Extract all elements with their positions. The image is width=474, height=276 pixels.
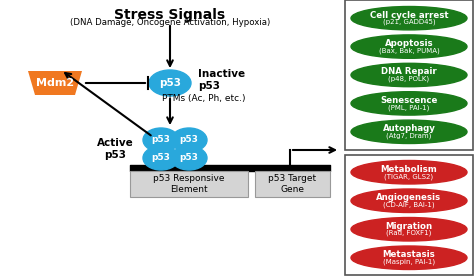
Ellipse shape — [171, 146, 207, 170]
Text: Metabolism: Metabolism — [381, 165, 438, 174]
Text: Stress Signals: Stress Signals — [114, 8, 226, 22]
Ellipse shape — [351, 7, 467, 30]
FancyBboxPatch shape — [345, 155, 473, 275]
FancyBboxPatch shape — [255, 171, 330, 197]
Text: p53: p53 — [180, 153, 199, 163]
Ellipse shape — [351, 217, 467, 241]
Ellipse shape — [351, 63, 467, 87]
Text: p53: p53 — [152, 136, 171, 145]
Text: Autophagy: Autophagy — [383, 124, 436, 133]
Ellipse shape — [351, 161, 467, 184]
Ellipse shape — [351, 35, 467, 58]
Text: Mdm2: Mdm2 — [36, 78, 74, 88]
Text: PTMs (Ac, Ph, etc.): PTMs (Ac, Ph, etc.) — [162, 94, 246, 103]
Text: p53: p53 — [152, 153, 171, 163]
Ellipse shape — [351, 189, 467, 213]
Ellipse shape — [171, 128, 207, 152]
Text: DNA Repair: DNA Repair — [381, 68, 437, 76]
Ellipse shape — [143, 128, 179, 152]
Ellipse shape — [143, 146, 179, 170]
Text: p53: p53 — [159, 78, 181, 88]
Text: Inactive
p53: Inactive p53 — [198, 69, 245, 91]
Text: (TIGAR, GLS2): (TIGAR, GLS2) — [384, 173, 434, 179]
Ellipse shape — [351, 246, 467, 269]
Text: Metastasis: Metastasis — [383, 250, 436, 259]
Text: (Bax, Bak, PUMA): (Bax, Bak, PUMA) — [379, 47, 439, 54]
Text: (CD-AIF, BAI-1): (CD-AIF, BAI-1) — [383, 201, 435, 208]
Text: (p21, GADD45): (p21, GADD45) — [383, 19, 435, 25]
Text: Angiogenesis: Angiogenesis — [376, 193, 442, 202]
Text: (Rad, FOXF1): (Rad, FOXF1) — [386, 230, 432, 237]
Text: p53 Target
Gene: p53 Target Gene — [268, 174, 317, 194]
Ellipse shape — [351, 120, 467, 144]
Ellipse shape — [149, 70, 191, 96]
Text: (p48, POLK): (p48, POLK) — [388, 76, 429, 82]
Text: Cell cycle arrest: Cell cycle arrest — [370, 11, 448, 20]
Text: p53 Responsive
Element: p53 Responsive Element — [153, 174, 225, 194]
Polygon shape — [28, 71, 82, 95]
Text: Migration: Migration — [385, 222, 433, 231]
Text: p53: p53 — [180, 136, 199, 145]
Text: (DNA Damage, Oncogene Activation, Hypoxia): (DNA Damage, Oncogene Activation, Hypoxi… — [70, 18, 270, 27]
Ellipse shape — [351, 92, 467, 115]
Text: (Maspin, PAI-1): (Maspin, PAI-1) — [383, 259, 435, 265]
Text: (Atg7, Dram): (Atg7, Dram) — [386, 132, 432, 139]
FancyBboxPatch shape — [130, 171, 248, 197]
Text: Apoptosis: Apoptosis — [385, 39, 433, 48]
FancyBboxPatch shape — [345, 0, 473, 150]
Text: (PML, PAI-1): (PML, PAI-1) — [388, 104, 430, 111]
Text: Senescence: Senescence — [380, 96, 438, 105]
Text: Active
p53: Active p53 — [97, 138, 133, 160]
